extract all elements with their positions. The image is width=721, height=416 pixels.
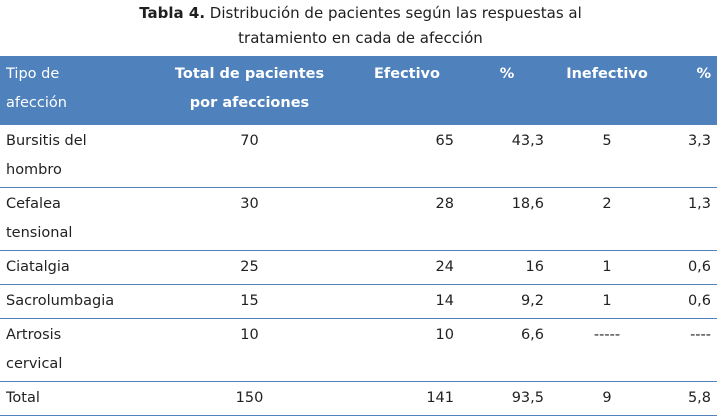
cell-total: 30: [147, 187, 352, 251]
header-pct-efectivo-label: %: [499, 66, 515, 82]
cell-tipo-line2: tensional: [6, 225, 73, 241]
header-efectivo: Efectivo: [352, 56, 462, 125]
cell-pct-inefectivo: 0,6: [662, 284, 717, 319]
table-caption: Tabla 4. Distribución de pacientes según…: [0, 0, 721, 51]
cell-total: 150: [147, 381, 352, 416]
table-row: Bursitis del hombro 70 65 43,3 5 3,3: [0, 124, 717, 188]
cell-efectivo: 14: [352, 284, 462, 319]
data-table: Tipo de afección Total de pacientes por …: [0, 56, 717, 416]
cell-inefectivo: 1: [552, 284, 662, 319]
caption-text: Distribución de pacientes según las resp…: [205, 4, 582, 22]
header-efectivo-label: Efectivo: [374, 66, 440, 82]
cell-inefectivo: 5: [552, 124, 662, 188]
cell-total: 70: [147, 124, 352, 188]
cell-pct-inefectivo: 0,6: [662, 250, 717, 285]
cell-tipo: Bursitis del hombro: [0, 124, 147, 188]
cell-pct-inefectivo: 1,3: [662, 187, 717, 251]
cell-pct-efectivo: 9,2: [462, 284, 552, 319]
cell-total: 10: [147, 318, 352, 382]
header-inefectivo-label: Inefectivo: [566, 66, 648, 82]
cell-tipo-line1: Artrosis: [6, 327, 62, 343]
table-row: Artrosis cervical 10 10 6,6 ----- ----: [0, 318, 717, 382]
header-inefectivo: Inefectivo: [552, 56, 662, 125]
caption-line-2: tratamiento en cada de afección: [238, 29, 483, 47]
header-pct-inefectivo: %: [662, 56, 717, 125]
header-tipo: Tipo de afección: [0, 56, 147, 125]
cell-tipo-line1: Total: [6, 390, 40, 406]
cell-inefectivo: 9: [552, 381, 662, 416]
cell-pct-inefectivo: 3,3: [662, 124, 717, 188]
table-row: Sacrolumbagia 15 14 9,2 1 0,6: [0, 284, 717, 319]
cell-tipo: Sacrolumbagia: [0, 284, 147, 319]
cell-efectivo: 28: [352, 187, 462, 251]
cell-pct-efectivo: 6,6: [462, 318, 552, 382]
header-pct-efectivo: %: [462, 56, 552, 125]
cell-pct-efectivo: 18,6: [462, 187, 552, 251]
cell-tipo-line1: Cefalea: [6, 196, 61, 212]
table-row: Ciatalgia 25 24 16 1 0,6: [0, 250, 717, 285]
cell-tipo: Artrosis cervical: [0, 318, 147, 382]
header-total-line2: por afecciones: [189, 95, 310, 111]
caption-label: Tabla 4.: [139, 4, 206, 22]
cell-tipo: Cefalea tensional: [0, 187, 147, 251]
cell-tipo-line1: Ciatalgia: [6, 259, 70, 275]
caption-line-1: Tabla 4. Distribución de pacientes según…: [0, 1, 721, 26]
cell-tipo-line2: cervical: [6, 356, 63, 372]
cell-efectivo: 10: [352, 318, 462, 382]
cell-inefectivo: 2: [552, 187, 662, 251]
cell-pct-inefectivo: 5,8: [662, 381, 717, 416]
cell-pct-efectivo: 43,3: [462, 124, 552, 188]
header-total: Total de pacientes por afecciones: [147, 56, 352, 125]
header-total-line1: Total de pacientes: [174, 66, 325, 82]
header-tipo-line2: afección: [6, 95, 67, 111]
cell-efectivo: 141: [352, 381, 462, 416]
table-row-total: Total 150 141 93,5 9 5,8: [0, 381, 717, 416]
cell-tipo-line1: Bursitis del: [6, 133, 87, 149]
cell-total: 25: [147, 250, 352, 285]
header-tipo-line1: Tipo de: [6, 66, 60, 82]
table-header-row: Tipo de afección Total de pacientes por …: [0, 56, 717, 125]
cell-total: 15: [147, 284, 352, 319]
cell-inefectivo: -----: [552, 318, 662, 382]
cell-tipo: Ciatalgia: [0, 250, 147, 285]
cell-pct-inefectivo: ----: [662, 318, 717, 382]
cell-tipo-line2: hombro: [6, 162, 62, 178]
cell-inefectivo: 1: [552, 250, 662, 285]
header-pct-inefectivo-label: %: [696, 66, 711, 82]
cell-efectivo: 24: [352, 250, 462, 285]
cell-efectivo: 65: [352, 124, 462, 188]
cell-tipo: Total: [0, 381, 147, 416]
cell-pct-efectivo: 93,5: [462, 381, 552, 416]
cell-pct-efectivo: 16: [462, 250, 552, 285]
table-row: Cefalea tensional 30 28 18,6 2 1,3: [0, 187, 717, 251]
cell-tipo-line1: Sacrolumbagia: [6, 293, 115, 309]
